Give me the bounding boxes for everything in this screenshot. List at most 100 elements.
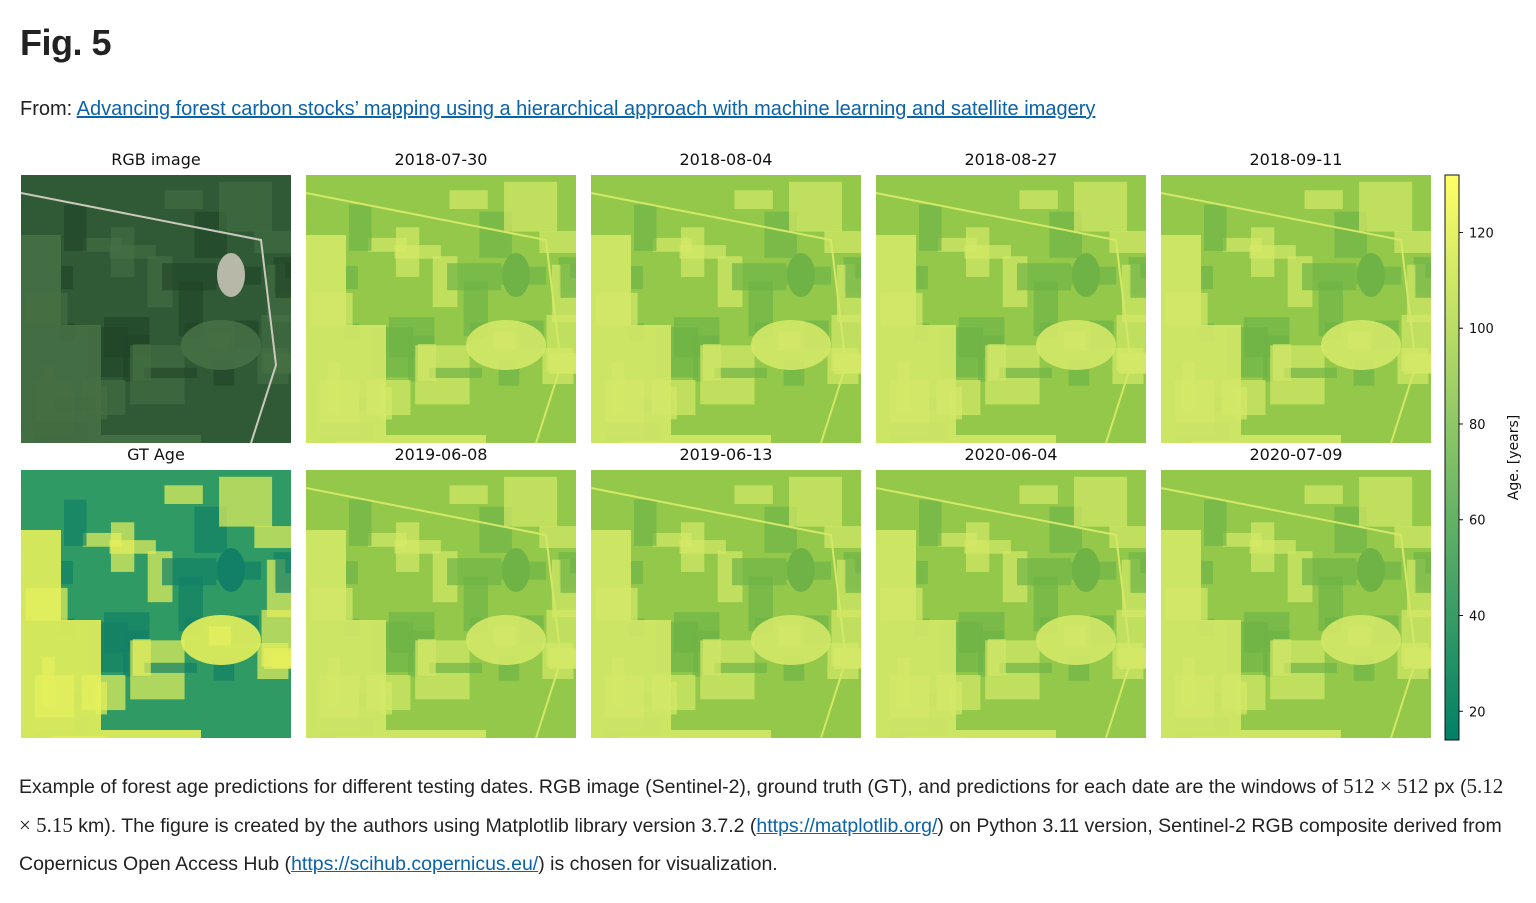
patch [1109,526,1146,548]
panel-image [21,470,291,738]
patch [447,558,502,586]
patch [285,558,291,574]
patch [751,320,831,370]
patch [789,181,843,232]
patch [162,263,217,291]
patch [987,344,1006,381]
caption-link[interactable]: https://matplotlib.org/ [756,815,938,837]
colorbar-label: Age. [years] [1506,415,1522,500]
patch [964,540,1011,554]
panel-title: 2019-06-08 [395,445,488,464]
patch [827,348,859,385]
patch [1302,558,1357,586]
patch [254,231,291,253]
patch [702,639,721,676]
patch [570,263,576,279]
panel-image [1161,470,1431,738]
patch [449,485,488,505]
panel-image [306,175,576,443]
road [591,487,848,738]
patch [466,320,546,370]
patch [631,265,643,290]
patch [824,231,861,253]
panel-title: 2020-07-09 [1250,445,1343,464]
patch [1357,253,1385,297]
patch [504,181,558,232]
article-link[interactable]: Advancing forest carbon stocks’ mapping … [76,98,1096,120]
road [591,192,848,443]
caption-text: ) is chosen for visualization. [538,853,778,875]
patch [876,530,1056,738]
patch [732,558,787,586]
colorbar-tick-label: 100 [1469,322,1494,337]
patch [349,204,372,251]
patch [306,530,486,738]
patch [1425,558,1431,574]
patch [1304,190,1343,210]
panel-title: 2018-09-11 [1250,150,1343,169]
colorbar-tick-label: 20 [1469,705,1486,720]
patch [61,265,73,290]
patch [787,253,815,297]
patch [164,190,203,210]
patch [1321,615,1401,665]
patch [1019,190,1058,210]
panel-title: RGB image [111,150,200,169]
patch [1425,263,1431,279]
road [1161,192,1418,443]
patch [539,231,576,253]
patch [1109,231,1146,253]
caption-math: 5.12 × 5.15 [19,774,1504,837]
patch [734,190,773,210]
panel-image [306,470,576,738]
patch [1249,245,1296,259]
patch [570,558,576,574]
patch [634,499,657,546]
patch [109,245,156,259]
patch [254,526,291,548]
patch [349,499,372,546]
patch [1397,643,1429,680]
patch [21,235,201,443]
patch [542,348,574,385]
patch [1161,235,1341,443]
patch [217,253,245,297]
patch [132,639,151,676]
patch [789,476,843,527]
caption-link[interactable]: https://scihub.copernicus.eu/ [291,853,539,875]
colorbar [1444,174,1460,741]
patch [181,320,261,370]
patch [714,367,767,378]
patch [1249,540,1296,554]
colorbar-tick-label: 120 [1469,226,1494,241]
patch [504,476,558,527]
panel-image [591,175,861,443]
road [1161,487,1418,738]
figure: RGB image 2018-07-30 2018-08-04 2018-08-27 2… [21,150,1522,741]
patch [64,204,87,251]
patch [1019,485,1058,505]
patch [542,643,574,680]
panel-title: GT Age [127,445,185,464]
patch [466,615,546,665]
patch [1074,476,1128,527]
colorbar-tick-label: 60 [1469,514,1486,529]
patch [1272,344,1291,381]
patch [824,526,861,548]
caption: Example of forest age predictions for di… [19,767,1519,883]
patch [1204,204,1227,251]
panel-image [21,175,291,443]
panel-title: 2018-07-30 [395,150,488,169]
patch [219,476,273,527]
patch [429,367,482,378]
patch [987,639,1006,676]
patch [64,499,87,546]
patch [1359,181,1413,232]
patch [394,540,441,554]
patch [306,235,486,443]
panel-image [1161,175,1431,443]
patch [876,235,1056,443]
patch [417,344,436,381]
patch [1112,643,1144,680]
road [876,487,1133,738]
